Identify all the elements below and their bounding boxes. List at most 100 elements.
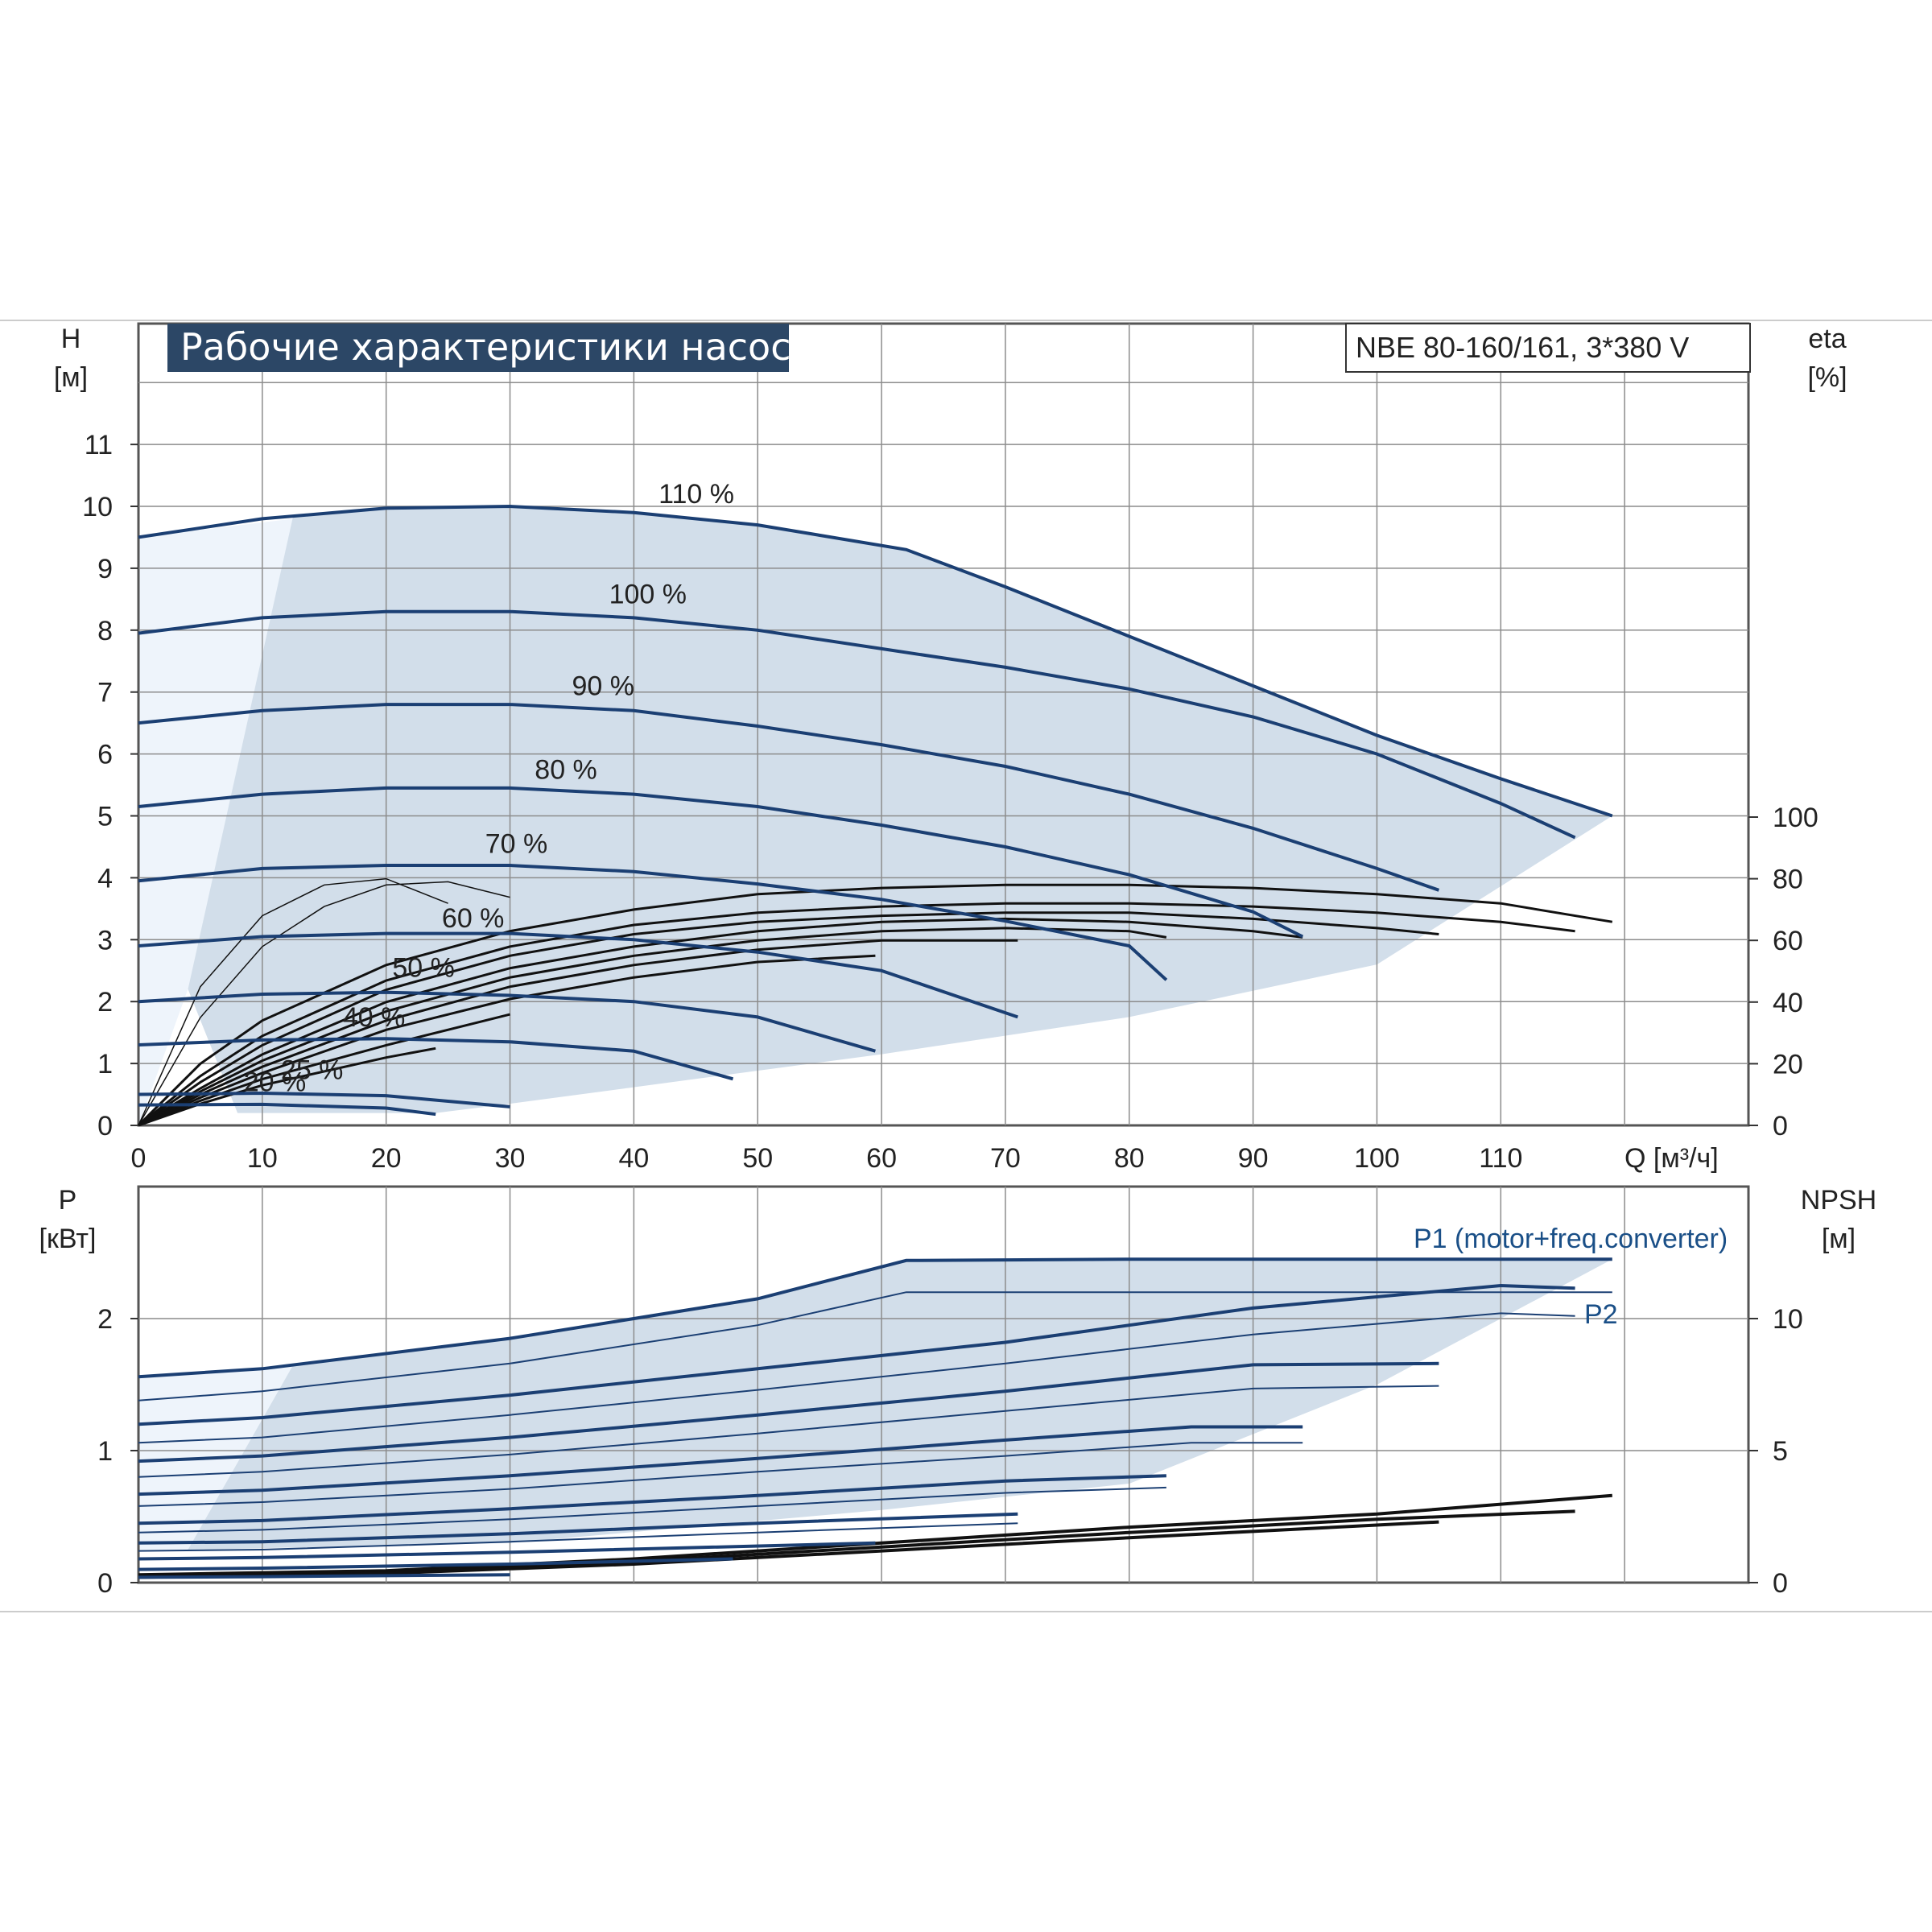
head-ytick: 9 [97,554,113,584]
power-ytick: 1 [97,1436,113,1467]
efficiency-curve [138,1013,510,1127]
p1-curve [138,1512,1018,1545]
head-curve [138,504,1613,818]
head-xlabel: Q [м³/ч] [1624,1143,1719,1174]
head-curve [138,864,1168,981]
power-area-main [188,1259,1612,1550]
head-yunit: [м] [54,362,88,393]
efficiency-curve [138,877,448,1126]
head-curve-label: 100 % [609,580,687,610]
power-grid [137,1185,1750,1584]
head-curve [138,931,1018,1019]
head-curve-label: 40 % [343,1002,406,1033]
eta-ylabel: eta [1808,324,1846,354]
eta-ytick: 20 [1773,1049,1803,1080]
head-area-light [138,518,294,1125]
power-ytick: 2 [97,1304,113,1335]
title-background [167,324,789,372]
eta-ytick: 40 [1773,988,1803,1018]
eta-ytick: 0 [1773,1111,1788,1141]
head-ytick: 3 [97,925,113,956]
head-ytick: 5 [97,802,113,832]
head-curve-label: 110 % [658,479,734,510]
efficiency-curve [138,911,1439,1127]
head-curve-label: 20 % [244,1067,307,1098]
head-ytick: 11 [85,430,113,460]
power-yunit: [кВт] [39,1224,97,1254]
head-xtick: 10 [247,1143,278,1174]
head-xtick: 0 [131,1143,147,1174]
p1-curve [138,1557,733,1571]
chart-title: Рабочие характеристики насоса [180,325,814,369]
head-xtick: 20 [371,1143,402,1174]
head-xtick: 40 [618,1143,649,1174]
head-curve [138,1037,734,1081]
head-frame [137,322,1750,1127]
head-plot: 110 %100 %90 %80 %70 %60 %50 %40 %25 %20… [54,322,1847,1174]
npsh-curve [138,1520,1439,1579]
head-xtick: 80 [1114,1143,1145,1174]
p1-curve [138,1474,1166,1525]
p2-curve [138,1385,1439,1478]
head-curve-label: 90 % [572,671,634,702]
eta-ytick: 100 [1773,803,1818,833]
head-curve [138,703,1440,892]
head-curve [138,609,1576,840]
npsh-yunit: [м] [1822,1224,1856,1254]
power-curves [138,1257,1612,1579]
head-xtick: 60 [866,1143,897,1174]
head-xtick: 110 [1479,1143,1522,1174]
p1-curve [138,1257,1612,1379]
head-curve-label: 70 % [485,829,548,860]
p1-label: P1 (motor+freq.converter) [1414,1224,1728,1254]
p2-curve [138,1522,1018,1552]
head-grid [137,322,1750,1127]
p1-curve [138,1541,876,1561]
p2-curve [138,1312,1575,1444]
p1-curve [138,1361,1439,1463]
head-curve-label: 80 % [535,754,597,785]
efficiency-curve [138,939,1018,1127]
p2-label: P2 [1584,1299,1618,1330]
head-xtick: 50 [742,1143,773,1174]
head-curve [138,990,876,1053]
efficiency-curve [138,902,1575,1127]
npsh-curves [138,1493,1612,1579]
head-curves [138,504,1613,1117]
p1-curve [138,1573,510,1579]
head-ytick: 10 [82,492,113,522]
head-xtick: 70 [990,1143,1021,1174]
head-curve-label: 60 % [442,903,505,934]
head-ytick: 8 [97,616,113,646]
head-curve-label: 25 % [281,1055,344,1085]
power-ytick: 0 [97,1568,113,1599]
p1-curve [138,1283,1575,1426]
head-curve [138,1102,436,1117]
model-label: NBE 80-160/161, 3*380 V [1356,331,1689,364]
head-xtick: 100 [1354,1143,1400,1174]
power-frame [137,1185,1750,1584]
head-ylabel: H [61,324,81,354]
head-curve-labels: 110 % 100 % 90 % 80 % 70 % 60 % 50 % 40 % 25 %20… [244,479,734,1098]
eta-yunit: [%] [1807,362,1847,393]
head-ytick: 4 [97,863,113,894]
head-ytick: 2 [97,987,113,1018]
efficiency-curve [138,881,510,1126]
power-axes: 0 1 2 0 5 10 P [кВт] NPSH [м] P1 (motor+freq.conve… [39,1185,1877,1599]
head-xtick: 90 [1238,1143,1269,1174]
head-curve-label: 50 % [392,952,455,983]
p2-curve [138,1291,1612,1402]
efficiency-curve [138,1046,436,1127]
head-curve [138,786,1304,939]
power-plot: 0 1 2 0 5 10 P [кВт] NPSH [м] P1 (motor+freq.conve… [39,1185,1877,1599]
head-ytick: 1 [97,1049,113,1080]
npsh-ytick: 10 [1773,1304,1803,1335]
head-xtick: 30 [495,1143,526,1174]
eta-ytick: 80 [1773,865,1803,895]
efficiency-curve [138,917,1303,1127]
npsh-ylabel: NPSH [1801,1185,1876,1216]
head-ytick: 0 [97,1111,113,1141]
power-ylabel: P [59,1185,77,1216]
